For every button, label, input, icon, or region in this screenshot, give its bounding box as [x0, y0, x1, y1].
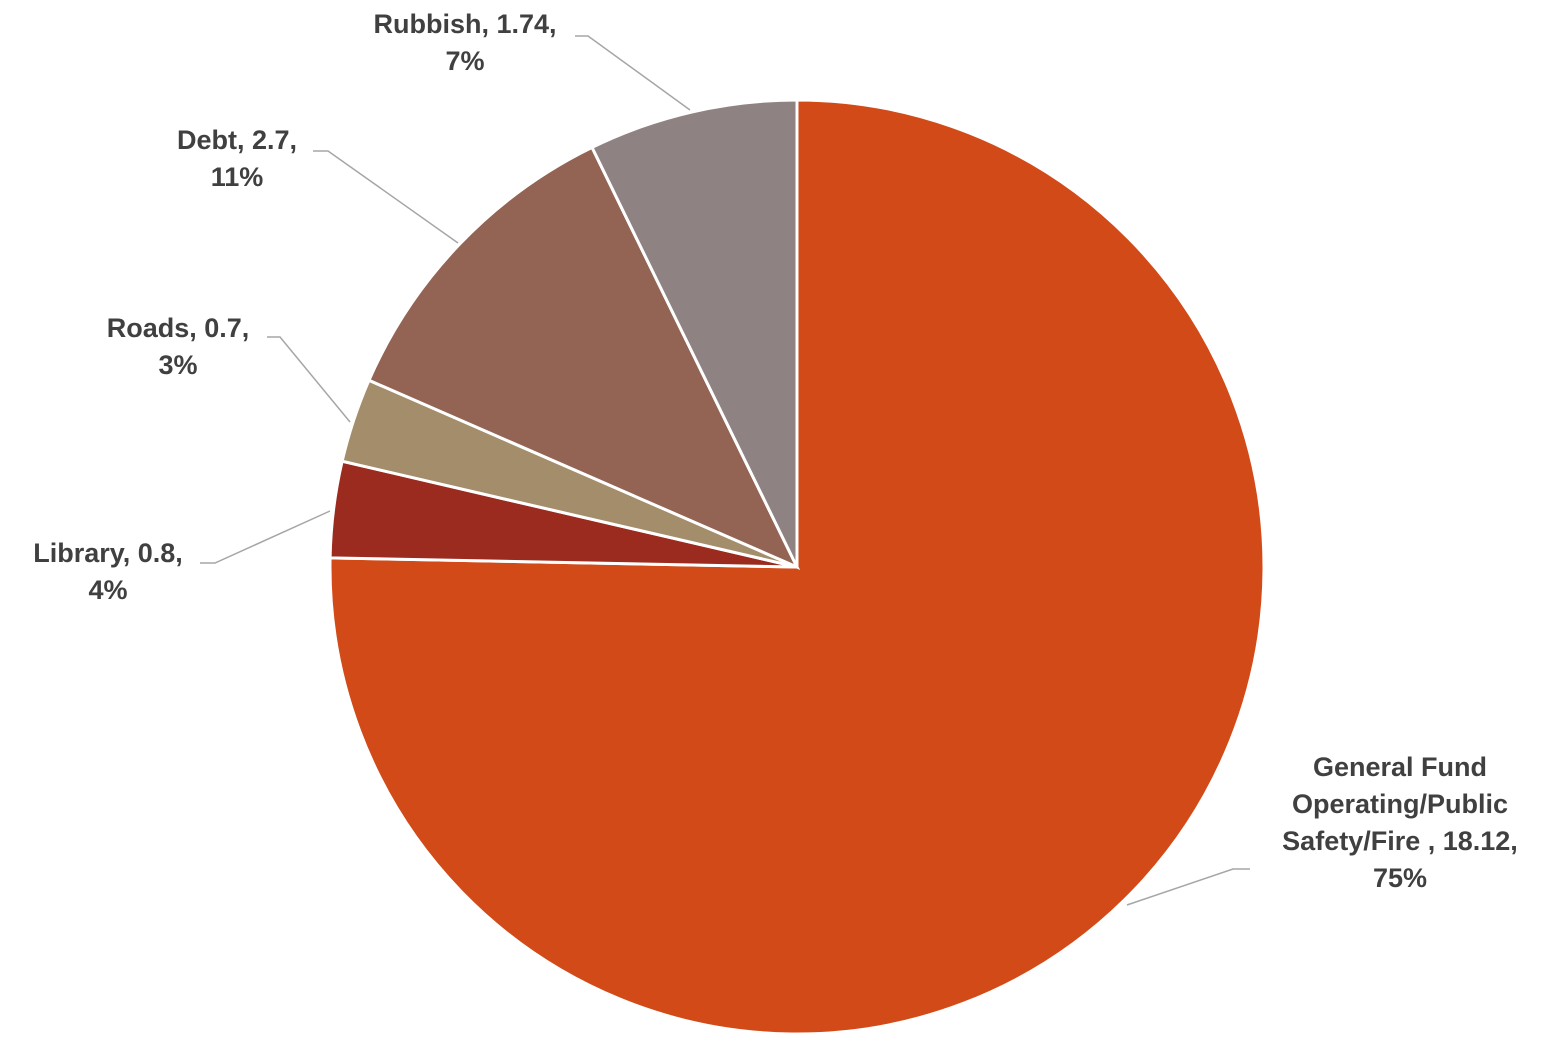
pie-slice-debt	[366, 145, 801, 571]
slice-label: Debt, 2.7, 11%	[177, 125, 297, 192]
slice-label: Rubbish, 1.74, 7%	[373, 9, 556, 76]
slice-label-line: Roads, 0.7,	[107, 313, 250, 343]
slice-label-line: Debt, 2.7,	[177, 125, 297, 155]
slice-label-line: 75%	[1373, 863, 1427, 893]
pie-slice-rubbish	[590, 98, 799, 568]
leader-line-0	[1126, 868, 1250, 906]
leader-line-3	[313, 150, 459, 244]
slice-label-line: Library, 0.8,	[33, 538, 183, 568]
slice-label-line: Safety/Fire , 18.12,	[1282, 826, 1518, 856]
slice-label: Library, 0.8, 4%	[33, 538, 183, 605]
slice-label-line: 11%	[211, 162, 264, 192]
slice-label-line: Rubbish, 1.74,	[373, 9, 556, 39]
slice-label-line: 3%	[158, 350, 197, 380]
leader-line-4	[575, 35, 691, 111]
pie-slices	[328, 98, 1266, 1036]
slice-label-line: General Fund	[1313, 752, 1487, 782]
leader-line-2	[267, 336, 351, 423]
leader-lines	[200, 35, 1250, 906]
slice-label: Roads, 0.7, 3%	[107, 313, 250, 380]
slice-label-line: Operating/Public	[1292, 789, 1508, 819]
slice-label-line: 4%	[88, 575, 127, 605]
slice-labels: General Fund Operating/Public Safety/Fire …	[33, 9, 1518, 893]
slice-label: General Fund Operating/Public Safety/Fire …	[1282, 752, 1518, 893]
leader-line-1	[200, 510, 331, 564]
slice-label-line: 7%	[445, 46, 484, 76]
